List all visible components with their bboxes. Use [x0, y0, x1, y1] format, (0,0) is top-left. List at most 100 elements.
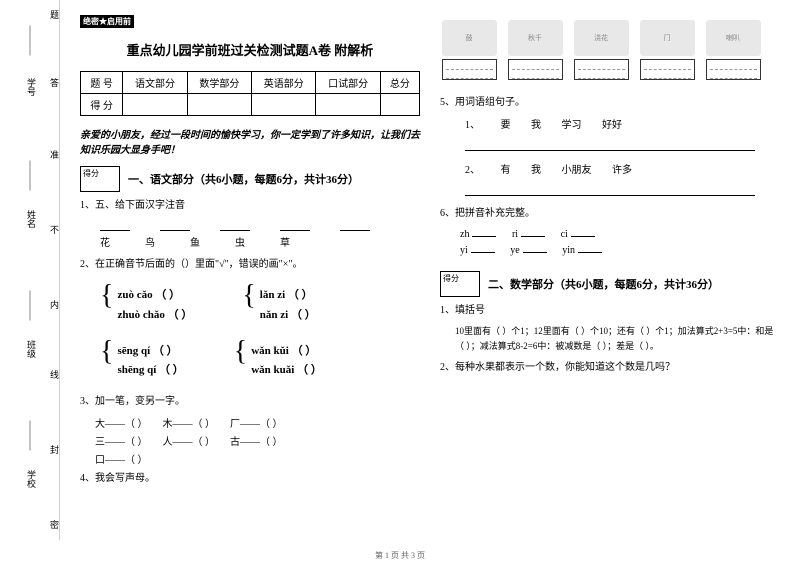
- table-cell[interactable]: [123, 94, 187, 116]
- table-cell[interactable]: [316, 94, 380, 116]
- pinyin-option[interactable]: shēng qí （ ）: [117, 361, 183, 381]
- field-class: 班级: [25, 340, 38, 358]
- blank[interactable]: [100, 219, 130, 231]
- section-title: 一、语文部分（共6小题，每题6分，共计36分）: [128, 171, 359, 187]
- score-box[interactable]: [80, 166, 120, 192]
- exam-title: 重点幼儿园学前班过关检测试题A卷 附解析: [80, 40, 420, 59]
- char: 虫: [235, 234, 245, 249]
- pinyin-lines: sēng qí （ ） shēng qí （ ）: [117, 342, 183, 382]
- field-name: 姓名: [25, 210, 38, 228]
- section-title: 二、数学部分（共6小题，每题6分，共计36分）: [488, 276, 719, 292]
- stroke-item[interactable]: 厂——（ ）: [230, 415, 283, 430]
- blank[interactable]: [340, 219, 370, 231]
- table-cell: 语文部分: [123, 72, 187, 94]
- answer-line[interactable]: [465, 184, 755, 196]
- pinyin-syl: yin: [562, 245, 575, 256]
- word-num: 2、: [465, 165, 480, 176]
- image-trumpet: 喇叭: [706, 20, 761, 56]
- binding-char: 内: [48, 300, 61, 309]
- pinyin-blank[interactable]: [471, 243, 495, 253]
- table-cell[interactable]: [380, 94, 419, 116]
- image-box: 鼓: [440, 20, 498, 80]
- writing-grid[interactable]: [640, 59, 695, 80]
- brace-icon: {: [100, 286, 113, 306]
- question-5: 5、用词语组句子。: [440, 95, 780, 111]
- score-box[interactable]: [440, 271, 480, 297]
- pinyin-group: { zuò cǎo （ ） zhuò chǎo （ ）: [100, 286, 192, 326]
- pinyin-option[interactable]: zuò cǎo （ ）: [117, 286, 192, 306]
- blank[interactable]: [280, 219, 310, 231]
- pinyin-option[interactable]: nǎn zi （ ）: [260, 306, 316, 326]
- brace-icon: {: [242, 286, 255, 306]
- table-cell[interactable]: [187, 94, 251, 116]
- field-line: [30, 291, 31, 321]
- table-cell[interactable]: [252, 94, 316, 116]
- pinyin-syl: ye: [510, 245, 519, 256]
- stroke-item[interactable]: 大——（ ）: [95, 415, 148, 430]
- stroke-item[interactable]: 木——（ ）: [163, 415, 216, 430]
- writing-grid[interactable]: [508, 59, 563, 80]
- pinyin-syl: ci: [561, 229, 568, 240]
- pinyin-blank[interactable]: [472, 227, 496, 237]
- table-cell: 英语部分: [252, 72, 316, 94]
- page-footer: 第 1 页 共 3 页: [0, 550, 800, 561]
- right-column: 鼓 秋千 浇花 门 喇叭 5、用词语组句子。 1、 要 我 学习: [430, 10, 790, 550]
- char: 鸟: [145, 234, 155, 249]
- char: 草: [280, 234, 290, 249]
- table-cell: 总分: [380, 72, 419, 94]
- pinyin-group: { sēng qí （ ） shēng qí （ ）: [100, 342, 184, 382]
- math-q1: 1、填括号: [440, 303, 780, 319]
- content-area: 绝密★启用前 重点幼儿园学前班过关检测试题A卷 附解析 题 号 语文部分 数学部…: [70, 10, 790, 550]
- field-student-id: 学号: [25, 78, 38, 96]
- stroke-item[interactable]: 古——（ ）: [230, 433, 283, 448]
- question-3: 3、加一笔，变另一字。: [80, 394, 420, 410]
- pinyin-option[interactable]: sēng qí （ ）: [117, 342, 183, 362]
- field-school: 学校: [25, 470, 38, 488]
- answer-line[interactable]: [465, 139, 755, 151]
- section-header: 二、数学部分（共6小题，每题6分，共计36分）: [440, 271, 780, 297]
- section-header: 一、语文部分（共6小题，每题6分，共计36分）: [80, 166, 420, 192]
- stroke-item[interactable]: 三——（ ）: [95, 433, 148, 448]
- char-list: 花 鸟 鱼 虫 草: [100, 234, 420, 249]
- writing-grid[interactable]: [442, 59, 497, 80]
- pinyin-syl: yi: [460, 245, 468, 256]
- binding-char: 答: [48, 78, 61, 87]
- stroke-item[interactable]: 人——（ ）: [163, 433, 216, 448]
- pinyin-option[interactable]: lǎn zi （ ）: [260, 286, 316, 306]
- pinyin-option[interactable]: wǎn kuǎi （ ）: [251, 361, 322, 381]
- image-box: 浇花: [572, 20, 630, 80]
- image-swing: 秋千: [508, 20, 563, 56]
- pinyin-syl: zh: [460, 229, 469, 240]
- stroke-item[interactable]: 口——（ ）: [95, 451, 148, 466]
- image-box: 喇叭: [704, 20, 762, 80]
- image-door: 门: [640, 20, 695, 56]
- writing-grid[interactable]: [706, 59, 761, 80]
- pinyin-option[interactable]: wǎn kǔi （ ）: [251, 342, 322, 362]
- pinyin-blank[interactable]: [523, 243, 547, 253]
- pinyin-row: { sēng qí （ ） shēng qí （ ） { wǎn kǔi （ ）…: [80, 334, 420, 390]
- question-4: 4、我会写声母。: [80, 471, 420, 487]
- pinyin-blank[interactable]: [578, 243, 602, 253]
- image-watering: 浇花: [574, 20, 629, 56]
- pinyin-blank[interactable]: [571, 227, 595, 237]
- intro-text: 亲爱的小朋友，经过一段时间的愉快学习，你一定学到了许多知识，让我们去知识乐园大显…: [80, 128, 420, 158]
- blank[interactable]: [160, 219, 190, 231]
- math-q2: 2、每种水果都表示一个数，你能知道这个数是几吗？: [440, 360, 780, 376]
- blank-row: [100, 219, 420, 231]
- binding-char: 线: [48, 370, 61, 379]
- secret-label: 绝密★启用前: [80, 15, 134, 28]
- binding-char: 不: [48, 225, 61, 234]
- pinyin-blank[interactable]: [521, 227, 545, 237]
- blank[interactable]: [220, 219, 250, 231]
- image-box: 门: [638, 20, 696, 80]
- table-row: 得 分: [81, 94, 420, 116]
- stroke-row: 口——（ ）: [95, 451, 420, 466]
- pinyin-option[interactable]: zhuò chǎo （ ）: [117, 306, 192, 326]
- sentence-words: 2、 有 我 小朋友 许多: [465, 161, 780, 176]
- binding-char: 封: [48, 445, 61, 454]
- pinyin-syl: ri: [512, 229, 518, 240]
- math-q1-text[interactable]: 10里面有（ ）个1；12里面有（ ）个10；还有（ ）个1；加法算式2+3=5…: [455, 324, 780, 355]
- writing-grid[interactable]: [574, 59, 629, 80]
- pinyin-group: { lǎn zi （ ） nǎn zi （ ）: [242, 286, 315, 326]
- char: 花: [100, 234, 110, 249]
